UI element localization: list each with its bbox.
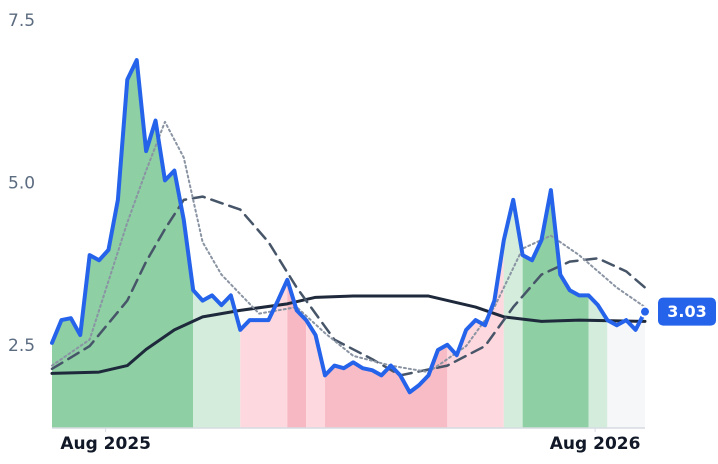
- region: [503, 60, 523, 428]
- y-tick-label: 7.5: [8, 11, 35, 31]
- series-line: [50, 294, 647, 375]
- region: [588, 60, 608, 428]
- series-line: [50, 58, 647, 395]
- value-tag-label: 3.03: [667, 302, 706, 321]
- region: [52, 60, 194, 428]
- x-tick-label: Aug 2025: [60, 434, 151, 454]
- region: [447, 60, 504, 428]
- y-tick-label: 5.0: [8, 174, 35, 194]
- x-tick-label: Aug 2026: [550, 434, 641, 454]
- last-dot: [639, 305, 651, 318]
- region: [287, 60, 307, 428]
- y-tick-label: 2.5: [8, 336, 35, 356]
- lines: [50, 58, 647, 395]
- region: [240, 60, 288, 428]
- region: [193, 60, 241, 428]
- value-tag: [658, 297, 716, 326]
- region: [607, 60, 645, 428]
